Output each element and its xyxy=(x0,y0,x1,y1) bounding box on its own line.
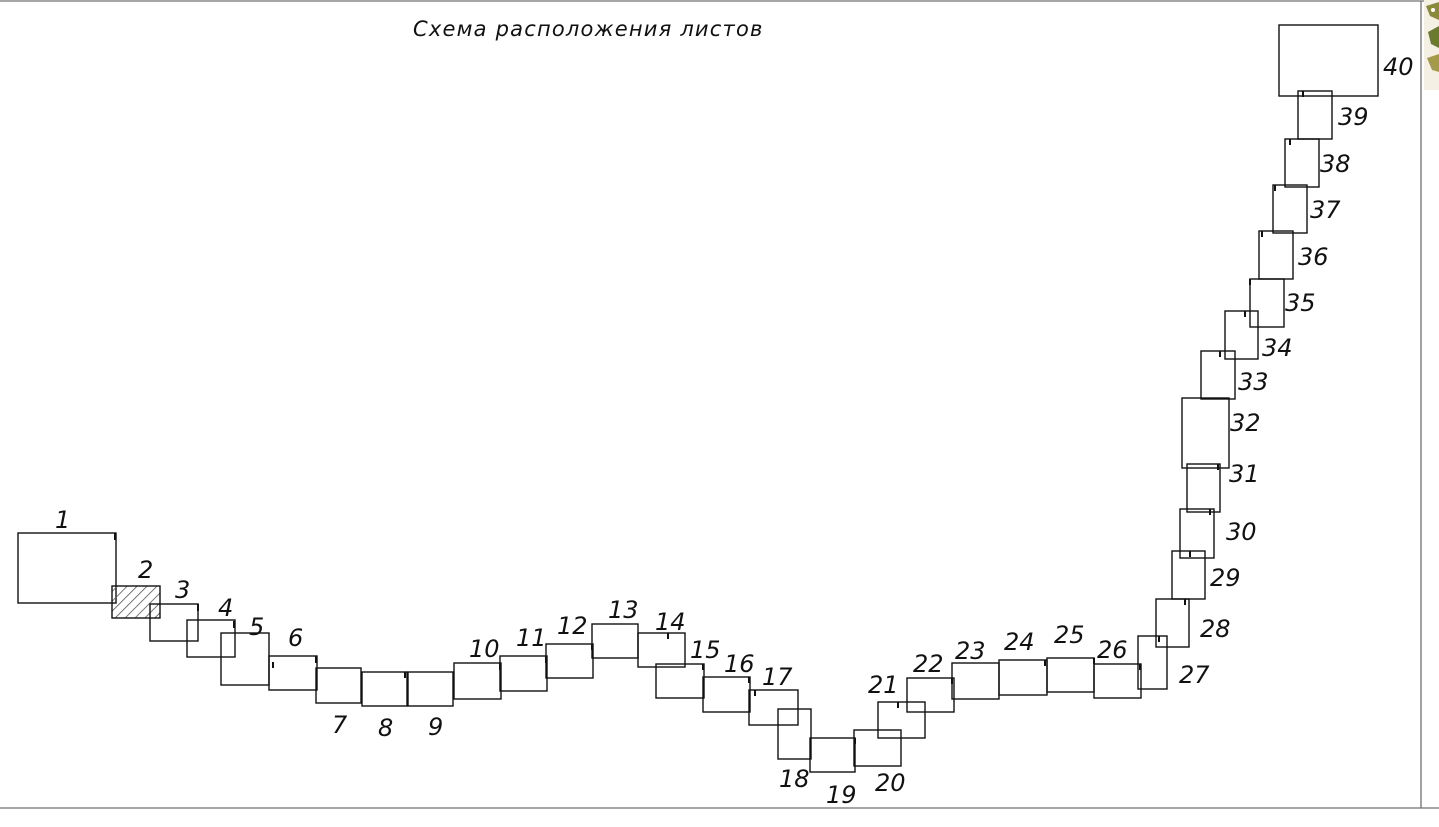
sheet-17-rect xyxy=(748,689,799,726)
sheet-38-rect xyxy=(1284,138,1320,188)
sheet-34-label: 34 xyxy=(1262,334,1293,362)
sheet-4-rect xyxy=(186,619,236,658)
sheet-15-rect xyxy=(655,663,705,699)
sheet-9-label: 9 xyxy=(428,713,443,741)
sheet-27-rect xyxy=(1137,635,1168,690)
sheet-27-label: 27 xyxy=(1179,661,1210,689)
sheet-19-label: 19 xyxy=(826,781,857,809)
sheet-16-label: 16 xyxy=(724,650,755,678)
sheet-39-label: 39 xyxy=(1338,103,1369,131)
sheet-8-rect xyxy=(361,671,408,707)
sheet-18-rect xyxy=(777,708,812,760)
sheet-37-label: 37 xyxy=(1310,196,1341,224)
sheet-31-label: 31 xyxy=(1229,460,1260,488)
sheet-21-rect xyxy=(877,701,926,739)
sheet-36-rect xyxy=(1258,230,1294,280)
sheet-21-label: 21 xyxy=(868,671,899,699)
sheet-14-label: 14 xyxy=(655,608,686,636)
sheet-26-rect xyxy=(1093,663,1142,699)
sheet-26-label: 26 xyxy=(1097,636,1128,664)
sheet-10-rect xyxy=(453,662,502,700)
sheet-18-label: 18 xyxy=(779,765,810,793)
sheet-11-label: 11 xyxy=(516,624,547,652)
sheet-9-rect xyxy=(407,671,454,707)
sheet-13-label: 13 xyxy=(608,596,639,624)
sheet-30-rect xyxy=(1179,508,1215,559)
sheet-2-rect xyxy=(111,585,161,619)
sheet-36-label: 36 xyxy=(1298,243,1329,271)
sheet-7-label: 7 xyxy=(332,711,348,739)
sheet-25-rect xyxy=(1046,657,1095,693)
sheet-6-label: 6 xyxy=(288,624,303,652)
sheet-29-rect xyxy=(1171,550,1206,600)
sheet-1-label: 1 xyxy=(55,506,70,534)
sheet-32-label: 32 xyxy=(1230,409,1261,437)
sheet-13-rect xyxy=(591,623,639,659)
sheet-2-label: 2 xyxy=(138,556,153,584)
sheet-23-rect xyxy=(951,662,1000,700)
sheet-14-rect xyxy=(637,632,686,668)
sheet-16-rect xyxy=(702,676,751,713)
sheet-12-label: 12 xyxy=(557,612,588,640)
sheet-32-rect xyxy=(1181,397,1230,469)
sheet-30-label: 30 xyxy=(1226,518,1257,546)
corner-foliage-image xyxy=(1424,0,1439,90)
sheet-33-rect xyxy=(1200,350,1236,400)
sheet-19-rect xyxy=(809,737,856,773)
sheet-12-rect xyxy=(545,643,594,679)
sheet-28-label: 28 xyxy=(1200,615,1231,643)
sheet-3-label: 3 xyxy=(175,576,190,604)
sheet-17-label: 17 xyxy=(762,663,793,691)
sheet-7-rect xyxy=(315,667,362,704)
sheet-40-rect xyxy=(1278,24,1379,97)
sheet-11-rect xyxy=(499,655,548,692)
sheet-33-label: 33 xyxy=(1238,368,1269,396)
sheet-35-rect xyxy=(1249,278,1285,328)
sheet-37-rect xyxy=(1272,184,1308,234)
sheet-8-label: 8 xyxy=(378,714,393,742)
sheet-15-label: 15 xyxy=(690,636,721,664)
sheet-29-label: 29 xyxy=(1210,564,1241,592)
sheet-20-label: 20 xyxy=(875,769,906,797)
sheet-35-label: 35 xyxy=(1285,289,1316,317)
sheet-25-label: 25 xyxy=(1054,621,1085,649)
sheet-22-label: 22 xyxy=(913,650,944,678)
sheet-1-rect xyxy=(17,532,117,604)
sheet-22-rect xyxy=(906,677,955,713)
page-title: Схема расположения листов xyxy=(413,17,764,41)
sheets-group xyxy=(17,24,1379,773)
sheet-38-label: 38 xyxy=(1320,150,1351,178)
sheet-5-label: 5 xyxy=(249,613,264,641)
sheet-24-label: 24 xyxy=(1004,628,1035,656)
sheet-3-rect xyxy=(149,603,199,642)
sheet-28-rect xyxy=(1155,598,1190,648)
sheet-6-rect xyxy=(268,655,318,691)
sheet-39-rect xyxy=(1297,90,1333,140)
sheet-4-label: 4 xyxy=(218,594,233,622)
sheet-40-label: 40 xyxy=(1383,53,1414,81)
sheet-24-rect xyxy=(998,659,1048,696)
sheet-34-rect xyxy=(1224,310,1259,360)
sheet-31-rect xyxy=(1186,463,1221,513)
sheet-23-label: 23 xyxy=(955,637,986,665)
sheet-10-label: 10 xyxy=(469,635,500,663)
